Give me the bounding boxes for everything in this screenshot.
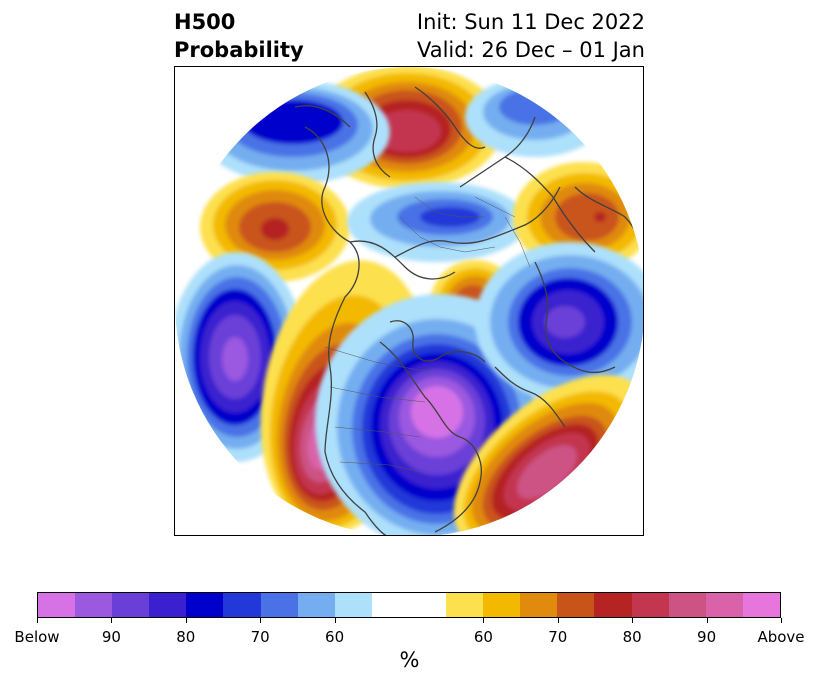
colorbar-below-segment: [223, 593, 261, 617]
colorbar-above-segment: [594, 593, 632, 617]
colorbar-below-segment: [112, 593, 150, 617]
title-variable: H500: [174, 10, 236, 34]
colorbar-tick-mark: [37, 618, 38, 623]
colorbar-tick-label: 80: [176, 628, 196, 646]
coastlines: [294, 86, 643, 535]
anomaly-north-pacific-arc-below: [200, 80, 390, 184]
colorbar: [37, 592, 781, 618]
colorbar-below-segment: [260, 593, 298, 617]
colorbar-tick-label: 70: [548, 628, 568, 646]
colorbar-tick-label: 90: [697, 628, 717, 646]
title-valid: Valid: 26 Dec – 01 Jan: [416, 38, 645, 62]
colorbar-below-segment: [75, 593, 113, 617]
colorbar-tick-label: 60: [325, 628, 345, 646]
colorbar-above-segment: [742, 593, 780, 617]
map-panel: [174, 66, 644, 536]
colorbar-above-segment: [631, 593, 669, 617]
colorbar-above-segment: [520, 593, 558, 617]
chart-title-right: Init: Sun 11 Dec 2022 Valid: 26 Dec – 01…: [417, 8, 645, 64]
anomaly-europe-below: [475, 242, 643, 402]
anomaly-siberia-below: [347, 182, 527, 262]
colorbar-tick-mark: [260, 618, 261, 623]
colorbar-above-segment: [446, 593, 484, 617]
colorbar-tick-label: Below: [14, 628, 60, 646]
colorbar-below-segment: [149, 593, 187, 617]
chart-title-left: H500 Probability: [174, 8, 304, 64]
colorbar-tick-label: Above: [757, 628, 805, 646]
title-type: Probability: [174, 38, 304, 62]
colorbar-below-segment: [186, 593, 224, 617]
colorbar-above-segment: [483, 593, 521, 617]
colorbar-tick-mark: [483, 618, 484, 623]
title-init: Init: Sun 11 Dec 2022: [416, 10, 645, 34]
colorbar-neutral-segment: [371, 593, 447, 617]
colorbar-tick-mark: [186, 618, 187, 623]
colorbar-tick-label: 90: [101, 628, 121, 646]
political-borders: [324, 196, 531, 473]
colorbar-tick-mark: [632, 618, 633, 623]
colorbar-below-segment: [297, 593, 335, 617]
colorbar-below-segment: [334, 593, 372, 617]
colorbar-tick-mark: [111, 618, 112, 623]
probability-map: [175, 67, 643, 535]
colorbar-below-segment: [38, 593, 76, 617]
anomaly-atlantic-above: [453, 374, 643, 535]
colorbar-tick-mark: [335, 618, 336, 623]
colorbar-label: %: [399, 648, 420, 672]
colorbar-above-segment: [705, 593, 743, 617]
anomaly-field: [175, 67, 643, 535]
colorbar-tick-label: 60: [473, 628, 493, 646]
colorbar-tick-label: 70: [250, 628, 270, 646]
colorbar-tick-mark: [558, 618, 559, 623]
colorbar-tick-label: 80: [622, 628, 642, 646]
colorbar-tick-mark: [707, 618, 708, 623]
colorbar-above-segment: [668, 593, 706, 617]
colorbar-tick-mark: [781, 618, 782, 623]
colorbar-above-segment: [557, 593, 595, 617]
